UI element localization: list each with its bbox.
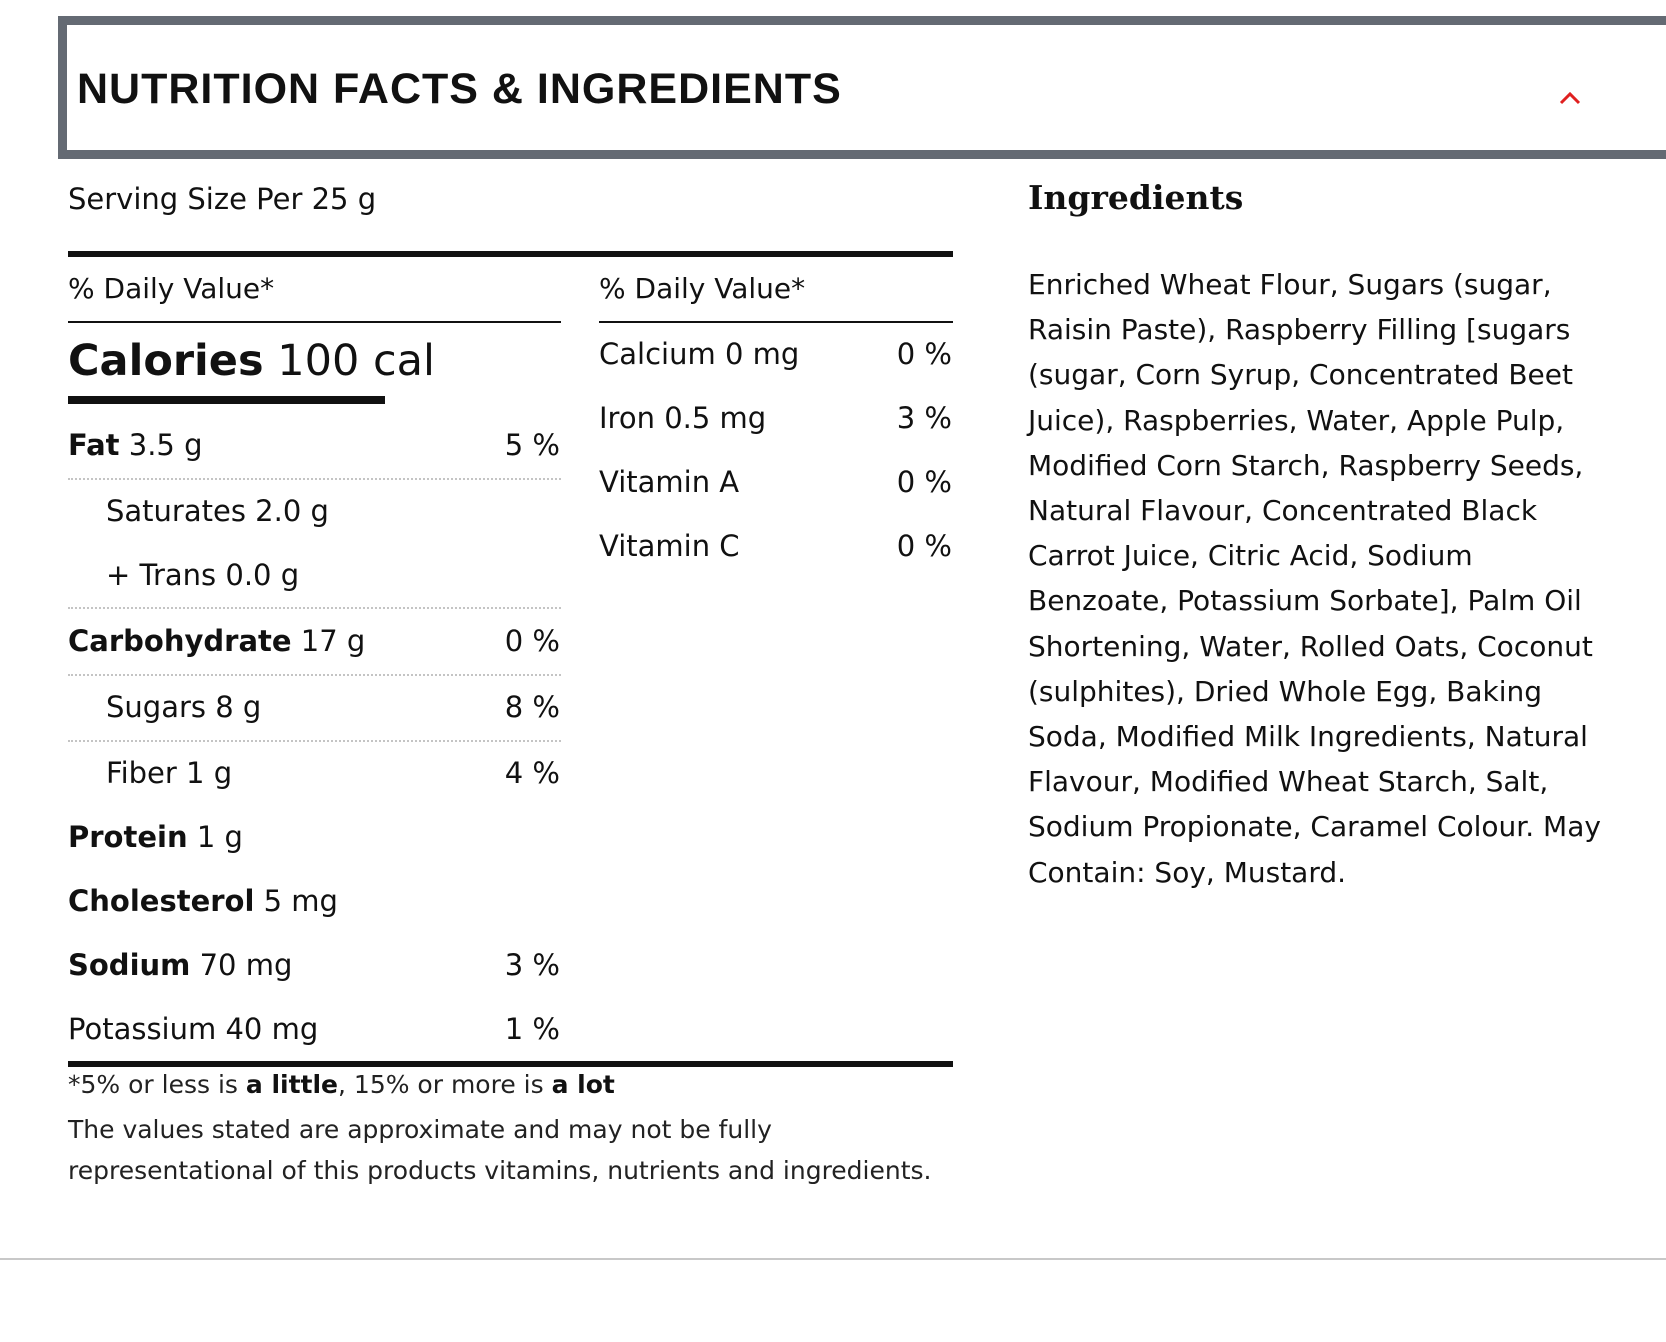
nutrient-label: Protein xyxy=(68,820,188,854)
nutrient-label: Potassium xyxy=(68,1012,217,1046)
nutrient-amount: 1 g xyxy=(186,756,233,790)
daily-value-heading-left: % Daily Value* xyxy=(68,272,275,305)
accordion-header[interactable]: NUTRITION FACTS & INGREDIENTS xyxy=(58,16,1666,159)
nutrient-percent: 4 % xyxy=(504,756,560,790)
nutrient-label: Fiber xyxy=(106,756,177,790)
nutrient-row-sugars: Sugars 8 g xyxy=(106,690,261,724)
mineral-row-vitamin-a: Vitamin A xyxy=(599,465,739,499)
nutrient-amount: 5 mg xyxy=(263,884,338,918)
mineral-percent: 0 % xyxy=(896,337,952,371)
mineral-amount: 0 mg xyxy=(724,337,800,371)
nutrient-row-sodium: Sodium 70 mg xyxy=(68,948,292,982)
nutrient-amount: 17 g xyxy=(300,624,366,658)
mineral-row-calcium: Calcium 0 mg xyxy=(599,337,799,371)
footnote: *5% or less is a little, 15% or more is … xyxy=(68,1070,615,1099)
footnote-lot: a lot xyxy=(551,1070,615,1099)
dotted-divider xyxy=(68,674,561,676)
nutrient-row-fat: Fat 3.5 g xyxy=(68,428,203,462)
dotted-divider xyxy=(68,478,561,480)
nutrient-label: Cholesterol xyxy=(68,884,255,918)
disclaimer: The values stated are approximate and ma… xyxy=(68,1115,932,1185)
nutrient-percent: 1 % xyxy=(504,1012,560,1046)
divider xyxy=(68,321,561,323)
section-bottom-border xyxy=(0,1258,1666,1260)
calories-label: Calories xyxy=(68,336,264,386)
mineral-amount: 0.5 mg xyxy=(664,401,767,435)
divider xyxy=(599,321,953,323)
footnote-little: a little xyxy=(245,1070,339,1099)
section-title: NUTRITION FACTS & INGREDIENTS xyxy=(77,65,842,113)
footnote-prefix: *5% or less is xyxy=(68,1070,246,1099)
dotted-divider xyxy=(68,740,561,742)
nutrient-label: Carbohydrate xyxy=(68,624,292,658)
mineral-label: Vitamin C xyxy=(599,529,740,563)
nutrient-amount: 8 g xyxy=(215,690,262,724)
dotted-divider xyxy=(68,607,561,609)
nutrient-row-fiber: Fiber 1 g xyxy=(106,756,232,790)
daily-value-heading-right: % Daily Value* xyxy=(599,272,806,305)
ingredients-title: Ingredients xyxy=(1028,178,1244,217)
calories-bar xyxy=(68,396,385,404)
mineral-label: Iron xyxy=(599,401,655,435)
nutrient-amount: 70 mg xyxy=(199,948,293,982)
mineral-label: Calcium xyxy=(599,337,716,371)
nutrient-label: + Trans xyxy=(106,558,217,592)
mineral-percent: 0 % xyxy=(896,465,952,499)
divider-top xyxy=(68,251,953,257)
mineral-percent: 3 % xyxy=(896,401,952,435)
nutrient-amount: 0.0 g xyxy=(225,558,300,592)
nutrient-percent: 0 % xyxy=(504,624,560,658)
calories-row: Calories 100 cal xyxy=(68,336,435,386)
footnote-middle: , 15% or more is xyxy=(338,1070,552,1099)
nutrient-percent: 5 % xyxy=(504,428,560,462)
nutrient-label: Fat xyxy=(68,428,120,462)
nutrient-amount: 2.0 g xyxy=(255,494,329,528)
nutrient-label: Sodium xyxy=(68,948,191,982)
mineral-label: Vitamin A xyxy=(599,465,740,499)
nutrient-amount: 3.5 g xyxy=(128,428,203,462)
ingredients-text: Enriched Wheat Flour, Sugars (sugar, Rai… xyxy=(1028,268,1601,889)
nutrient-label: Saturates xyxy=(106,494,246,528)
calories-value: 100 cal xyxy=(277,336,435,386)
nutrient-row-protein: Protein 1 g xyxy=(68,820,243,854)
nutrient-row-trans: + Trans 0.0 g xyxy=(106,558,299,592)
nutrient-row-cholesterol: Cholesterol 5 mg xyxy=(68,884,338,918)
nutrient-percent: 8 % xyxy=(504,690,560,724)
nutrient-label: Sugars xyxy=(106,690,206,724)
nutrient-row-potassium: Potassium 40 mg xyxy=(68,1012,318,1046)
nutrient-amount: 40 mg xyxy=(225,1012,319,1046)
nutrient-percent: 3 % xyxy=(504,948,560,982)
nutrient-row-saturates: Saturates 2.0 g xyxy=(106,494,329,528)
serving-size: Serving Size Per 25 g xyxy=(68,182,377,216)
mineral-percent: 0 % xyxy=(896,529,952,563)
nutrient-row-carbohydrate: Carbohydrate 17 g xyxy=(68,624,365,658)
chevron-up-icon[interactable] xyxy=(1559,86,1581,108)
divider-bottom xyxy=(68,1061,953,1067)
mineral-row-vitamin-c: Vitamin C xyxy=(599,529,740,563)
nutrient-amount: 1 g xyxy=(196,820,243,854)
mineral-row-iron: Iron 0.5 mg xyxy=(599,401,766,435)
